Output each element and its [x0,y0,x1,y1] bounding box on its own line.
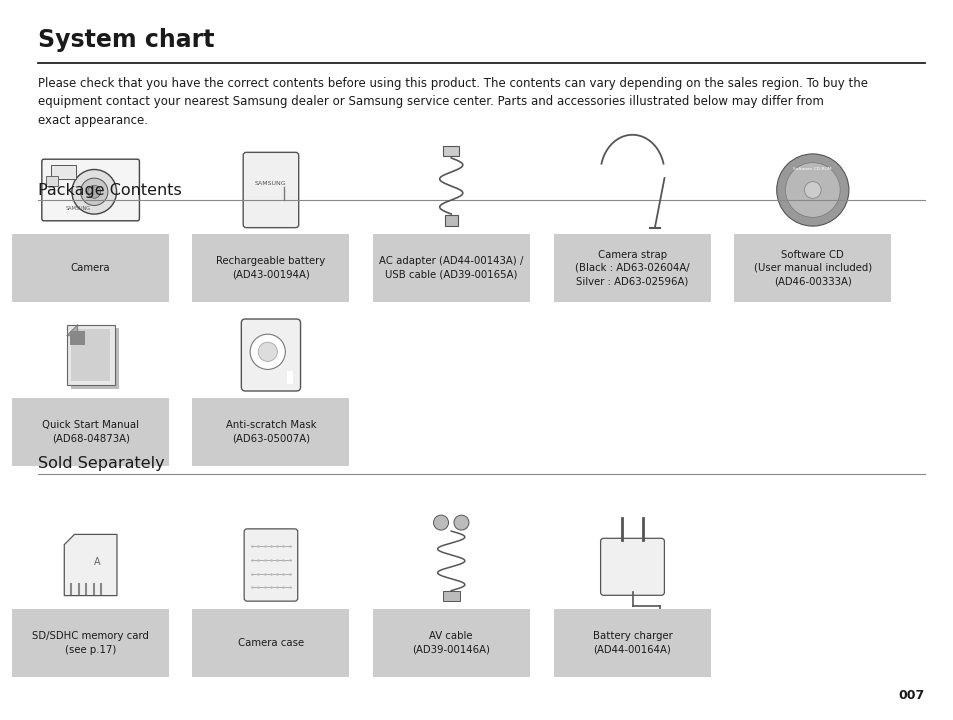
FancyBboxPatch shape [600,539,663,595]
FancyBboxPatch shape [12,234,169,302]
FancyBboxPatch shape [442,146,459,156]
Text: SD/SDHC memory card
(see p.17): SD/SDHC memory card (see p.17) [32,631,149,654]
Text: Battery charger
(AD44-00164A): Battery charger (AD44-00164A) [592,631,672,654]
FancyBboxPatch shape [554,234,710,302]
FancyBboxPatch shape [71,328,119,389]
FancyBboxPatch shape [12,398,169,466]
FancyBboxPatch shape [71,331,85,346]
FancyBboxPatch shape [442,591,459,600]
Text: SAMSUNG: SAMSUNG [254,181,287,186]
FancyBboxPatch shape [373,234,529,302]
FancyBboxPatch shape [193,234,349,302]
Text: Rechargeable battery
(AD43-00194A): Rechargeable battery (AD43-00194A) [216,256,325,279]
FancyBboxPatch shape [241,319,300,391]
FancyBboxPatch shape [67,325,114,385]
Text: Package Contents: Package Contents [38,183,182,198]
Text: Camera: Camera [71,263,111,273]
Text: Software CD-ROM: Software CD-ROM [793,167,831,171]
Text: Please check that you have the correct contents before using this product. The c: Please check that you have the correct c… [38,77,867,127]
Polygon shape [64,534,117,595]
FancyBboxPatch shape [42,159,139,221]
FancyBboxPatch shape [193,398,349,466]
FancyBboxPatch shape [12,609,169,677]
FancyBboxPatch shape [244,529,297,601]
FancyBboxPatch shape [71,329,110,381]
Circle shape [88,185,101,198]
FancyBboxPatch shape [734,234,890,302]
Text: Software CD
(User manual included)
(AD46-00333A): Software CD (User manual included) (AD46… [753,250,871,286]
Text: Sold Separately: Sold Separately [38,456,165,471]
Text: A: A [94,557,101,567]
Text: Camera strap
(Black : AD63-02604A/
Silver : AD63-02596A): Camera strap (Black : AD63-02604A/ Silve… [575,250,689,286]
Circle shape [250,334,285,369]
Circle shape [71,169,116,214]
FancyBboxPatch shape [193,609,349,677]
Text: 007: 007 [898,689,924,702]
Text: Anti-scratch Mask
(AD63-05007A): Anti-scratch Mask (AD63-05007A) [226,420,315,444]
FancyBboxPatch shape [287,371,293,384]
Text: System chart: System chart [38,28,214,52]
FancyBboxPatch shape [51,165,76,179]
Circle shape [454,515,469,530]
FancyBboxPatch shape [554,609,710,677]
Circle shape [784,163,840,217]
Circle shape [433,515,448,530]
FancyBboxPatch shape [444,215,457,225]
FancyBboxPatch shape [243,153,298,228]
Polygon shape [67,325,78,336]
Text: Quick Start Manual
(AD68-04873A): Quick Start Manual (AD68-04873A) [42,420,139,444]
FancyBboxPatch shape [46,176,58,186]
Text: AC adapter (AD44-00143A) /
USB cable (AD39-00165A): AC adapter (AD44-00143A) / USB cable (AD… [378,256,523,279]
Text: AV cable
(AD39-00146A): AV cable (AD39-00146A) [412,631,490,654]
Circle shape [803,181,821,198]
FancyBboxPatch shape [373,609,529,677]
Text: SAMSUNG: SAMSUNG [66,205,91,210]
Circle shape [258,342,277,361]
Circle shape [80,178,108,205]
Text: Camera case: Camera case [237,638,304,648]
Circle shape [776,154,848,226]
